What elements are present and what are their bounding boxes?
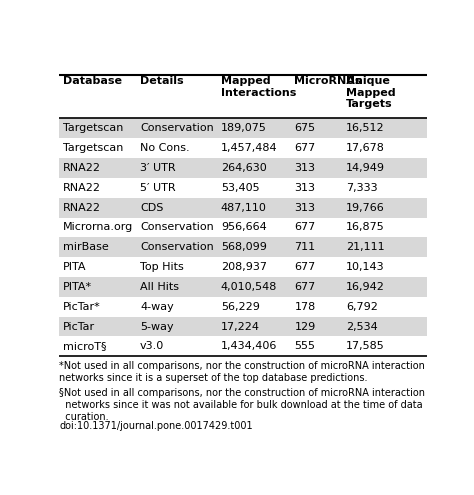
Text: 555: 555 [294,342,315,351]
Text: 3′ UTR: 3′ UTR [140,163,176,173]
Text: Unique
Mapped
Targets: Unique Mapped Targets [346,76,395,109]
Bar [59,238,427,257]
Text: 19,766: 19,766 [346,202,384,213]
Text: 711: 711 [294,243,316,252]
Text: 1,457,484: 1,457,484 [221,143,277,153]
Text: 17,585: 17,585 [346,342,384,351]
Text: Targetscan: Targetscan [63,123,123,133]
Text: 956,664: 956,664 [221,222,267,233]
Text: 16,942: 16,942 [346,282,385,292]
Text: 6,792: 6,792 [346,302,378,312]
Text: 677: 677 [294,143,316,153]
Text: 677: 677 [294,222,316,233]
Bar [59,317,427,337]
Text: 487,110: 487,110 [221,202,267,213]
Text: 208,937: 208,937 [221,262,267,272]
Text: Database: Database [63,76,122,86]
Text: Details: Details [140,76,184,86]
Text: PITA*: PITA* [63,282,92,292]
Text: 129: 129 [294,322,316,332]
Bar [59,198,427,218]
Text: MicroRNAs: MicroRNAs [294,76,362,86]
Text: 2,534: 2,534 [346,322,377,332]
Text: 677: 677 [294,282,316,292]
Text: 7,333: 7,333 [346,183,377,193]
Text: Mapped
Interactions: Mapped Interactions [221,76,296,98]
Text: 568,099: 568,099 [221,243,267,252]
Text: 16,512: 16,512 [346,123,384,133]
Text: PicTar*: PicTar* [63,302,100,312]
Text: CDS: CDS [140,202,164,213]
Text: 264,630: 264,630 [221,163,267,173]
Text: 313: 313 [294,163,315,173]
Text: Conservation: Conservation [140,222,214,233]
Bar [59,277,427,297]
Text: 4,010,548: 4,010,548 [221,282,277,292]
Text: *Not used in all comparisons, nor the construction of microRNA interaction
netwo: *Not used in all comparisons, nor the co… [59,361,425,383]
Text: No Cons.: No Cons. [140,143,190,153]
Text: microT§: microT§ [63,342,107,351]
Text: RNA22: RNA22 [63,163,101,173]
Text: 14,949: 14,949 [346,163,385,173]
Bar [59,158,427,178]
Text: §Not used in all comparisons, nor the construction of microRNA interaction
  net: §Not used in all comparisons, nor the co… [59,389,425,422]
Text: 21,111: 21,111 [346,243,384,252]
Text: 5-way: 5-way [140,322,173,332]
Text: Conservation: Conservation [140,123,214,133]
Text: 5′ UTR: 5′ UTR [140,183,176,193]
Text: 1,434,406: 1,434,406 [221,342,277,351]
Text: 4-way: 4-way [140,302,174,312]
Text: Microrna.org: Microrna.org [63,222,133,233]
Text: PicTar: PicTar [63,322,95,332]
Text: 53,405: 53,405 [221,183,259,193]
Text: 313: 313 [294,202,315,213]
Text: 677: 677 [294,262,316,272]
Text: 17,224: 17,224 [221,322,260,332]
Bar [59,118,427,138]
Text: 56,229: 56,229 [221,302,260,312]
Text: mirBase: mirBase [63,243,109,252]
Text: PITA: PITA [63,262,86,272]
Text: All Hits: All Hits [140,282,179,292]
Text: 675: 675 [294,123,316,133]
Text: v3.0: v3.0 [140,342,164,351]
Text: Top Hits: Top Hits [140,262,184,272]
Text: 178: 178 [294,302,316,312]
Text: 10,143: 10,143 [346,262,384,272]
Text: RNA22: RNA22 [63,183,101,193]
Text: doi:10.1371/journal.pone.0017429.t001: doi:10.1371/journal.pone.0017429.t001 [59,421,253,431]
Text: 313: 313 [294,183,315,193]
Text: RNA22: RNA22 [63,202,101,213]
Text: 189,075: 189,075 [221,123,267,133]
Text: 16,875: 16,875 [346,222,384,233]
Text: 17,678: 17,678 [346,143,385,153]
Text: Targetscan: Targetscan [63,143,123,153]
Text: Conservation: Conservation [140,243,214,252]
